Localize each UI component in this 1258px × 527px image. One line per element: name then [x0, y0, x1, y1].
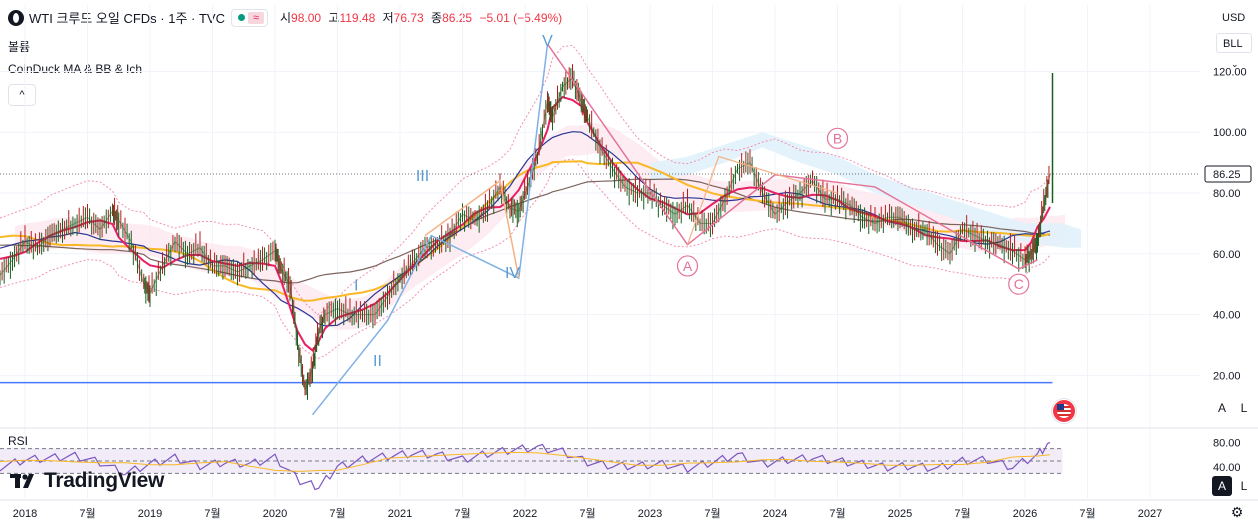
symbol-title[interactable]: WTI 크루드 오일 CFDs · 1주 · TVC [29, 11, 225, 26]
wave-label-i: I [354, 277, 358, 294]
time-tick-label: 7월 [704, 507, 720, 520]
currency-button[interactable]: USD [1216, 8, 1252, 28]
wave-label-v: V [542, 33, 553, 50]
oil-symbol-icon [8, 9, 24, 26]
last-price-tag-label: 86.25 [1213, 169, 1241, 181]
ohlc-values: 시98.00 고119.48 저76.73 종86.25 −5.01 (−5.4… [280, 9, 566, 26]
high-key: 고 [328, 11, 340, 25]
time-tick-label: 2020 [263, 508, 287, 520]
close-value: 86.25 [442, 11, 473, 25]
open-key: 시 [279, 11, 292, 25]
time-tick-label: 2023 [638, 508, 662, 520]
wave-circle-label-b: B [833, 130, 842, 146]
time-tick-label: 7월 [579, 507, 595, 520]
axes[interactable]: 120.00 100.00 80.00 60.00 40.00 20.00 86.25 80.… [0, 66, 1258, 520]
correction-wave-line [546, 43, 1038, 270]
rsi-log-scale-button[interactable]: L [1240, 479, 1248, 493]
rsi-tick-label: 40.00 [1213, 462, 1241, 474]
low-value: 76.73 [393, 11, 424, 25]
ichimoku-cloud [15, 122, 1065, 331]
ichimoku-cloud-blue [650, 132, 1082, 248]
collapse-legend-button[interactable]: ^ [8, 84, 36, 106]
time-tick-label: 7월 [329, 507, 345, 520]
wave-circle-c [1008, 273, 1030, 295]
delayed-data-icon: ≈ [247, 11, 264, 24]
wave-label-iv: IV [505, 265, 520, 282]
time-tick-label: 7월 [954, 507, 970, 520]
us-flag-event-icon[interactable] [1052, 399, 1076, 423]
correction-channel-line [686, 155, 838, 245]
time-tick-label: 7월 [204, 507, 220, 520]
time-tick-label: 2025 [888, 508, 912, 520]
price-plot [0, 43, 1200, 416]
log-scale-button[interactable]: L [1240, 401, 1248, 415]
tradingview-logo[interactable]: TradingView [10, 469, 164, 493]
time-tick-label: 7월 [454, 507, 470, 520]
unit-label: BLL [1223, 38, 1243, 50]
overlay-bands [0, 44, 1082, 360]
time-tick-label: 2024 [763, 508, 787, 520]
price-tick-label: 60.00 [1213, 249, 1241, 261]
low-key: 저 [382, 11, 394, 25]
chevron-down-icon: ⌄ [1231, 59, 1239, 69]
wave-circle-label-a: A [683, 258, 693, 274]
auto-scale-button[interactable]: A [1217, 401, 1226, 415]
market-open-dot-icon [237, 14, 245, 21]
status-pill[interactable]: ≈ [230, 8, 268, 27]
time-tick-label: 2021 [388, 508, 412, 520]
rsi-ma-line [0, 451, 1051, 472]
time-tick-label: 2026 [1013, 508, 1037, 520]
wave-circle-a [676, 255, 699, 277]
change-value: −5.01 (−5.49%) [479, 11, 563, 25]
price-tick-label: 80.00 [1213, 188, 1241, 200]
channel-wave-line [424, 179, 520, 279]
symbol-legend[interactable]: WTI 크루드 오일 CFDs · 1주 · TVC ≈ 시98.00 고119… [8, 8, 566, 27]
price-tick-label: 120.00 [1213, 66, 1247, 78]
wave-label-iii: III [416, 168, 429, 185]
price-tick-label: 100.00 [1213, 127, 1247, 139]
time-tick-label: 7월 [79, 507, 95, 520]
brand-name: TradingView [44, 469, 165, 492]
time-tick-label: 2019 [138, 508, 162, 520]
price-tick-label: 40.00 [1213, 310, 1241, 322]
overlay-indicator-label[interactable]: CoinDuck MA & BB & Ich [8, 62, 143, 76]
tradingview-logo-icon [10, 474, 34, 488]
impulse-wave-line [311, 44, 549, 416]
wave-circle-label-c: C [1014, 276, 1024, 292]
rsi-pane[interactable] [0, 427, 1258, 491]
rsi-tick-label: 80.00 [1213, 437, 1241, 449]
price-tick-label: 20.00 [1213, 370, 1241, 382]
unit-select-button[interactable]: BLL ⌄ [1216, 33, 1252, 69]
time-tick-label: 7월 [829, 507, 845, 520]
time-tick-label: 7월 [1079, 507, 1095, 520]
wave-label-ii: II [373, 353, 382, 370]
high-value: 119.48 [339, 11, 376, 25]
bollinger-lower-line [0, 158, 1051, 360]
rsi-auto-scale-button[interactable]: A [1212, 476, 1232, 496]
time-tick-label: 2027 [1138, 508, 1162, 520]
rsi-line [0, 441, 1051, 491]
time-tick-label: 2022 [513, 508, 537, 520]
close-key: 종 [431, 11, 443, 25]
settings-gear-icon[interactable]: ⚙ [1230, 504, 1244, 520]
rsi-indicator-label[interactable]: RSI [8, 434, 29, 448]
time-tick-label: 2018 [13, 508, 37, 520]
wave-circle-b [826, 127, 849, 149]
open-value: 98.00 [291, 11, 322, 25]
last-price-tag[interactable] [1204, 165, 1252, 183]
